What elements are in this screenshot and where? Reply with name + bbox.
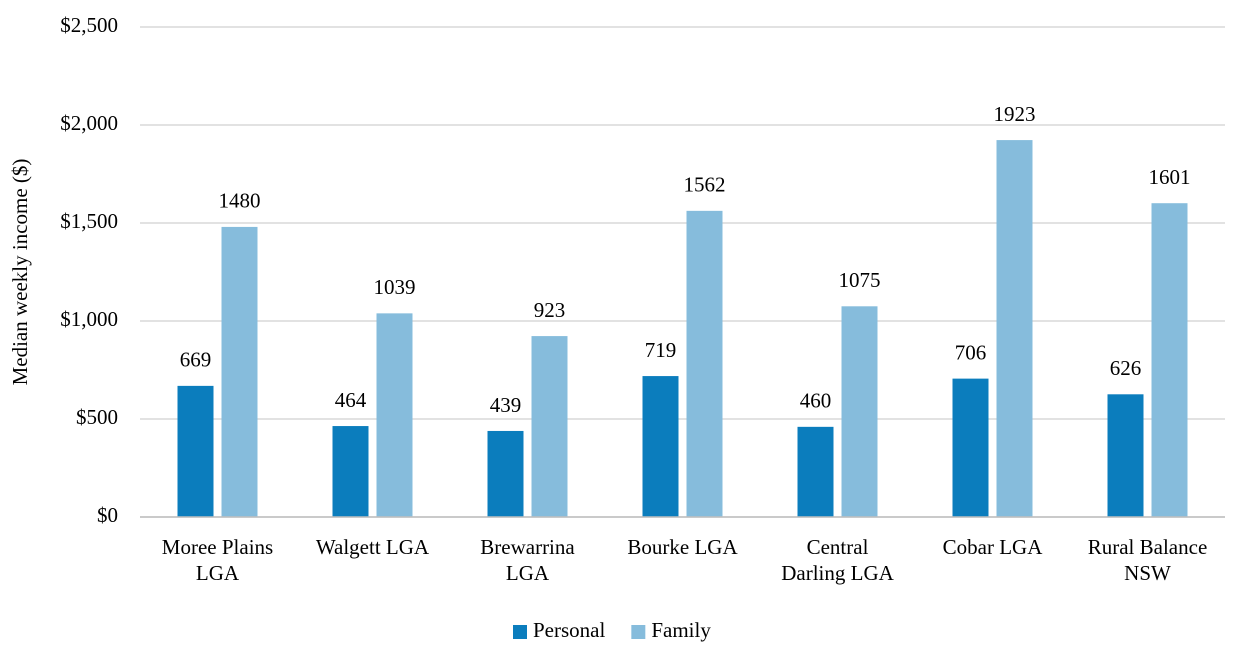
data-label: 464 (335, 388, 367, 412)
data-label: 626 (1110, 356, 1142, 380)
data-label: 1480 (219, 189, 261, 213)
bar (332, 426, 369, 517)
bar (1107, 394, 1144, 517)
y-tick-label: $1,000 (60, 307, 118, 331)
bar (642, 376, 679, 517)
x-tick-label: Brewarrina LGA (480, 535, 575, 585)
bar (841, 306, 878, 517)
x-tick-label: Cobar LGA (942, 535, 1043, 559)
y-tick-label: $2,000 (60, 111, 118, 135)
data-label: 923 (534, 298, 566, 322)
data-label: 1075 (839, 268, 881, 292)
bar (221, 226, 258, 518)
legend-label: Personal (533, 618, 605, 642)
data-label: 439 (490, 393, 522, 417)
x-tick-label: Rural Balance NSW (1087, 535, 1208, 585)
x-tick-label: Central Darling LGA (781, 535, 894, 585)
data-label: 1039 (374, 275, 416, 299)
data-label: 719 (645, 338, 677, 362)
bar (376, 313, 413, 517)
data-label: 669 (180, 348, 212, 372)
legend-swatch (631, 625, 646, 639)
data-label: 1562 (684, 173, 726, 197)
bar (996, 140, 1033, 518)
y-tick-label: $500 (76, 405, 118, 429)
data-label: 706 (955, 340, 987, 364)
legend-swatch (513, 625, 527, 639)
x-tick-label: Moree Plains LGA (161, 535, 274, 585)
x-tick-label: Walgett LGA (315, 535, 430, 559)
bar (952, 378, 989, 517)
data-label: 1601 (1149, 165, 1191, 189)
bar (177, 385, 214, 517)
y-axis-label: Median weekly income ($) (8, 159, 32, 386)
data-label: 1923 (994, 102, 1036, 126)
bar (531, 336, 568, 517)
bar (686, 210, 723, 517)
x-tick-label: Bourke LGA (627, 535, 738, 559)
y-tick-label: $2,500 (60, 13, 118, 37)
y-tick-label: $0 (97, 503, 118, 527)
legend-label: Family (651, 618, 711, 642)
bar (487, 430, 524, 517)
data-label: 460 (800, 389, 832, 413)
bar (1151, 203, 1188, 518)
bar (797, 426, 834, 517)
y-tick-label: $1,500 (60, 209, 118, 233)
